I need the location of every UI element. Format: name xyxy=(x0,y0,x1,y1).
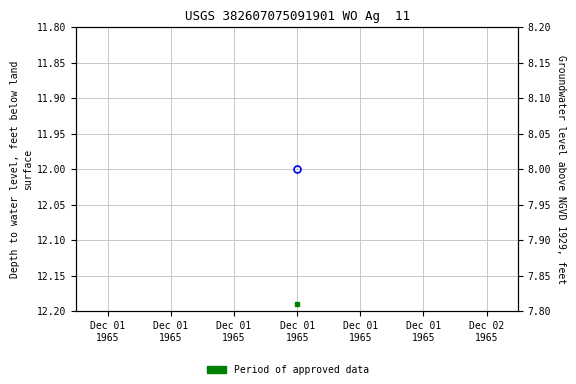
Legend: Period of approved data: Period of approved data xyxy=(203,361,373,379)
Y-axis label: Groundwater level above NGVD 1929, feet: Groundwater level above NGVD 1929, feet xyxy=(555,55,566,284)
Title: USGS 382607075091901 WO Ag  11: USGS 382607075091901 WO Ag 11 xyxy=(185,10,410,23)
Y-axis label: Depth to water level, feet below land
surface: Depth to water level, feet below land su… xyxy=(10,61,33,278)
